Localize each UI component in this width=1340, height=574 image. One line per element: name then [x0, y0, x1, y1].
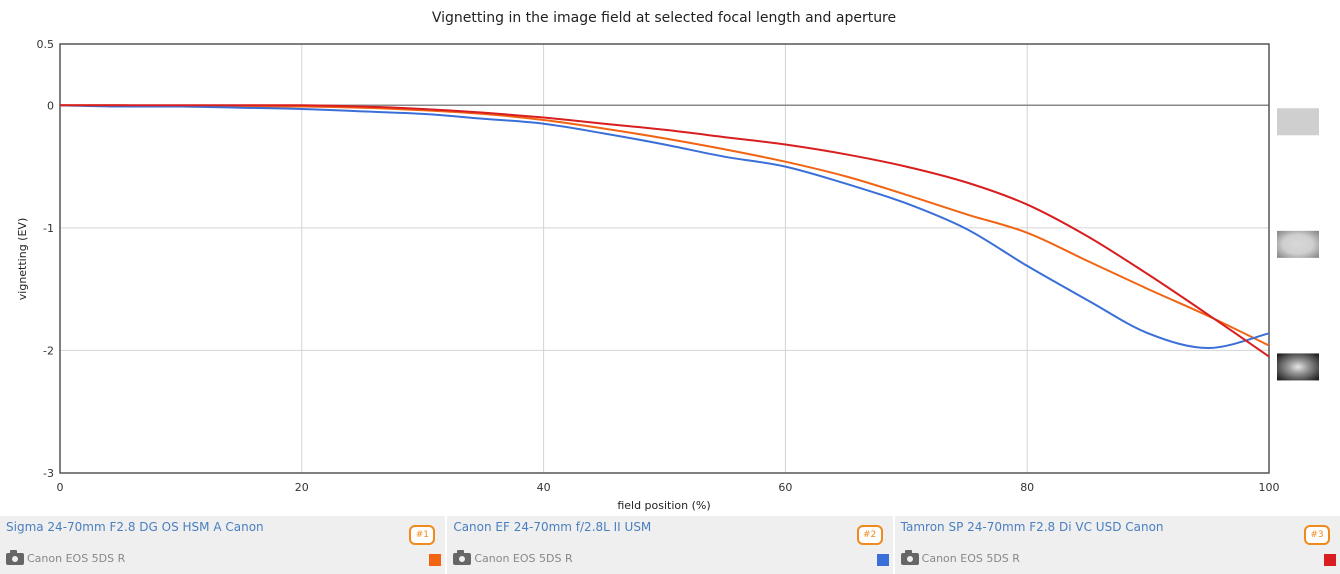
y-axis-label: vignetting (EV): [16, 218, 29, 300]
y-tick-label: 0: [47, 99, 54, 112]
legend-item-2[interactable]: Canon EF 24-70mm f/2.8L II USM #2 Canon …: [447, 516, 895, 574]
camera-name: Canon EOS 5DS R: [27, 552, 126, 565]
x-tick-label: 100: [1259, 481, 1280, 494]
camera-row: Canon EOS 5DS R: [6, 549, 126, 565]
series-line-2: [59, 104, 1270, 349]
y-tick-label: 0.5: [37, 38, 55, 51]
vignette-thumbnails: [1277, 108, 1319, 381]
series-layer: [59, 104, 1270, 358]
series-color-swatch: [429, 554, 442, 566]
lens-name[interactable]: Canon EF 24-70mm f/2.8L II USM: [453, 520, 652, 534]
x-tick-label: 20: [295, 481, 309, 494]
camera-name: Canon EOS 5DS R: [474, 552, 573, 565]
plot-area-border: [59, 43, 1270, 474]
x-tick-label: 0: [57, 481, 64, 494]
x-tick-label: 80: [1020, 481, 1034, 494]
camera-name: Canon EOS 5DS R: [921, 552, 1020, 565]
vignette-preview-2: [1277, 353, 1319, 381]
lens-name[interactable]: Sigma 24-70mm F2.8 DG OS HSM A Canon: [6, 520, 264, 534]
chart-title: Vignetting in the image field at selecte…: [432, 10, 896, 26]
tick-layer: 0 20 40 60 80 100 0.5 0 -1 -2 -3: [37, 38, 1280, 494]
vignetting-chart: Vignetting in the image field at selecte…: [16, 10, 1319, 512]
camera-row: Canon EOS 5DS R: [900, 549, 1020, 565]
legend-item-3[interactable]: Tamron SP 24-70mm F2.8 Di VC USD Canon #…: [894, 516, 1340, 574]
camera-icon: [453, 549, 472, 565]
y-tick-label: -3: [43, 467, 54, 480]
series-color-swatch: [1323, 554, 1336, 566]
x-tick-label: 40: [537, 481, 551, 494]
y-tick-label: -1: [43, 222, 54, 235]
vignette-preview-0: [1277, 108, 1319, 136]
lens-badge: #3: [1303, 525, 1330, 545]
series-color-swatch: [876, 554, 889, 566]
chart-svg: Vignetting in the image field at selecte…: [16, 10, 1319, 512]
legend-item-1[interactable]: Sigma 24-70mm F2.8 DG OS HSM A Canon #1 …: [0, 516, 448, 574]
legend-bar: Sigma 24-70mm F2.8 DG OS HSM A Canon #1 …: [0, 516, 1340, 574]
lens-badge: #1: [409, 525, 436, 545]
y-tick-label: -2: [43, 344, 54, 357]
vignette-preview-1: [1277, 230, 1319, 258]
camera-row: Canon EOS 5DS R: [453, 549, 573, 565]
camera-icon: [6, 549, 24, 565]
x-tick-label: 60: [778, 481, 792, 494]
lens-badge: #2: [856, 525, 883, 545]
series-line-3: [60, 104, 1270, 358]
lens-name[interactable]: Tamron SP 24-70mm F2.8 Di VC USD Canon: [900, 520, 1164, 534]
series-line-1: [59, 104, 1270, 347]
camera-icon: [900, 549, 919, 565]
x-axis-label: field position (%): [617, 499, 710, 512]
